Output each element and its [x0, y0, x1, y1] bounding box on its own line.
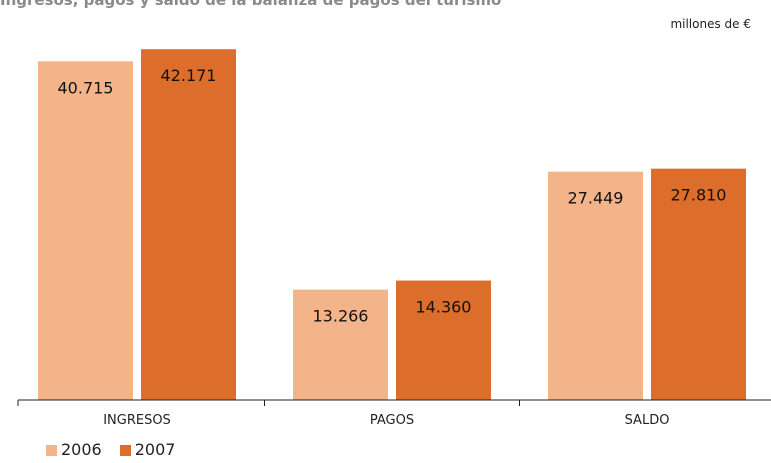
data-label-ingresos-2006: 40.715 — [58, 78, 114, 97]
legend-swatch-2007 — [119, 444, 131, 456]
x-tick-label-pagos: PAGOS — [370, 413, 414, 428]
x-tick-label-saldo: SALDO — [625, 413, 670, 428]
chart-title: Ingresos, pagos y saldo de la balanza de… — [0, 0, 502, 9]
data-label-pagos-2007: 14.360 — [416, 298, 472, 317]
legend-item-2006: 2006 — [46, 442, 102, 458]
x-tick-label-ingresos: INGRESOS — [103, 413, 171, 428]
legend-swatch-2006 — [46, 444, 57, 456]
data-label-saldo-2007: 27.810 — [671, 186, 727, 205]
bar-saldo-2007 — [651, 168, 746, 400]
units-label: millones de € — [670, 17, 751, 31]
legend-label-2007: 2007 — [134, 440, 176, 459]
legend-label-2006: 2006 — [61, 440, 102, 459]
data-label-saldo-2006: 27.449 — [568, 189, 624, 208]
legend-item-2007: 2007 — [119, 440, 176, 459]
data-label-pagos-2006: 13.266 — [313, 307, 369, 326]
legend: 2006 2007 — [46, 442, 175, 458]
bar-pagos-2006 — [293, 289, 388, 400]
bar-pagos-2007 — [396, 280, 491, 400]
data-label-ingresos-2007: 42.171 — [161, 66, 217, 85]
bar-ingresos-2007 — [141, 49, 236, 400]
bar-saldo-2006 — [548, 171, 643, 400]
bar-ingresos-2006 — [38, 61, 133, 400]
